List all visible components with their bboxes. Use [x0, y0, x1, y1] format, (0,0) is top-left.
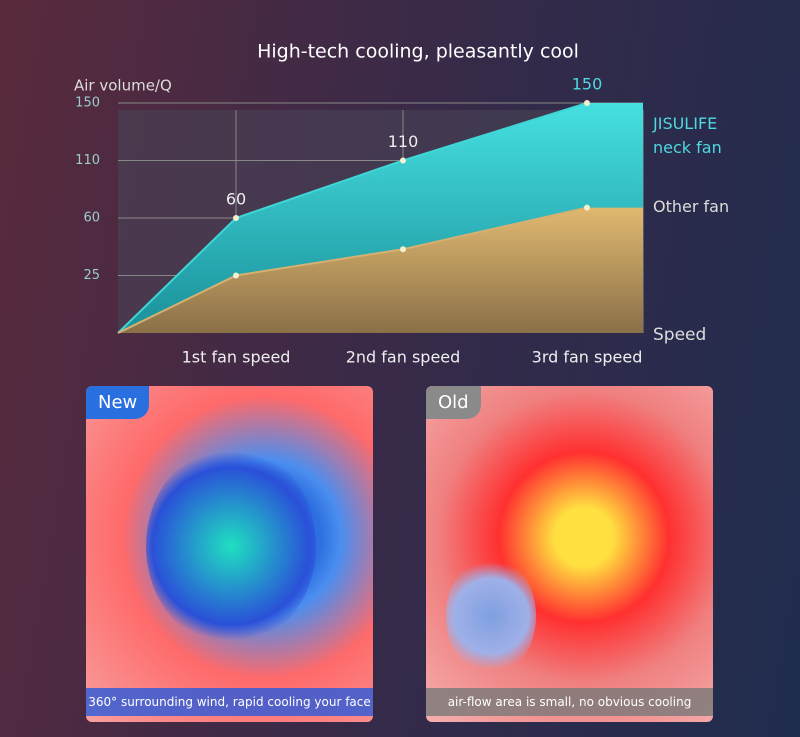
point: [400, 246, 406, 253]
x-tick-label: 2nd fan speed: [346, 348, 461, 367]
area-extension: [587, 207, 643, 333]
legend-label: JISULIFE neck fan: [652, 114, 722, 157]
data-label: 110: [388, 132, 419, 151]
data-label: 150: [572, 75, 603, 94]
point: [400, 157, 406, 164]
x-axis-label: Speed: [653, 325, 706, 345]
legend-label: Other fan: [653, 197, 729, 216]
y-tick-label: 60: [83, 211, 100, 226]
badge: New: [86, 386, 150, 419]
caption: air-flow area is small, no obvious cooli…: [426, 688, 713, 716]
thermal-image: [446, 556, 536, 676]
y-tick-label: 110: [75, 153, 100, 168]
caption: 360° surrounding wind, rapid cooling you…: [86, 688, 373, 716]
chart-title: High-tech cooling, pleasantly cool: [257, 41, 579, 63]
x-tick-label: 3rd fan speed: [532, 348, 643, 367]
panel-old: Old air-flow area is small, no obvious c…: [426, 386, 713, 722]
x-tick-label: 1st fan speed: [182, 348, 291, 367]
point: [233, 272, 239, 279]
chart: High-tech cooling, pleasantly cool Air v…: [74, 41, 730, 367]
y-tick-label: 150: [75, 96, 100, 111]
line: [117, 102, 588, 334]
badge: Old: [426, 386, 481, 419]
y-axis-label: Air volume/Q: [74, 77, 172, 95]
data-label: 60: [226, 190, 246, 209]
y-tick-label: 25: [83, 268, 100, 283]
area: [118, 207, 587, 333]
panel-new: New 360° surrounding wind, rapid cooling…: [86, 386, 373, 722]
point: [584, 204, 590, 211]
line: [117, 206, 588, 334]
thermal-image: [146, 446, 316, 646]
point: [584, 100, 590, 106]
point: [233, 215, 239, 221]
